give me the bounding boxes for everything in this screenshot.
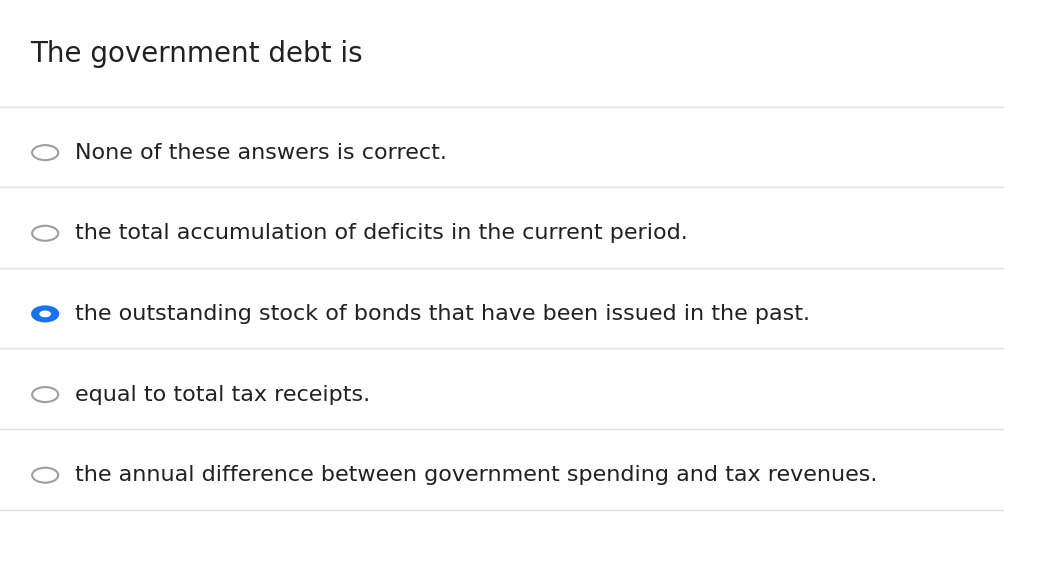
Circle shape bbox=[33, 226, 58, 241]
Circle shape bbox=[33, 387, 58, 402]
Circle shape bbox=[33, 468, 58, 483]
Text: The government debt is: The government debt is bbox=[31, 40, 363, 69]
Text: the annual difference between government spending and tax revenues.: the annual difference between government… bbox=[76, 465, 877, 485]
Text: equal to total tax receipts.: equal to total tax receipts. bbox=[76, 385, 370, 404]
Text: the total accumulation of deficits in the current period.: the total accumulation of deficits in th… bbox=[76, 223, 688, 243]
Text: None of these answers is correct.: None of these answers is correct. bbox=[76, 143, 447, 162]
Circle shape bbox=[33, 306, 58, 321]
Circle shape bbox=[39, 310, 52, 317]
Text: the outstanding stock of bonds that have been issued in the past.: the outstanding stock of bonds that have… bbox=[76, 304, 810, 324]
Circle shape bbox=[33, 145, 58, 160]
